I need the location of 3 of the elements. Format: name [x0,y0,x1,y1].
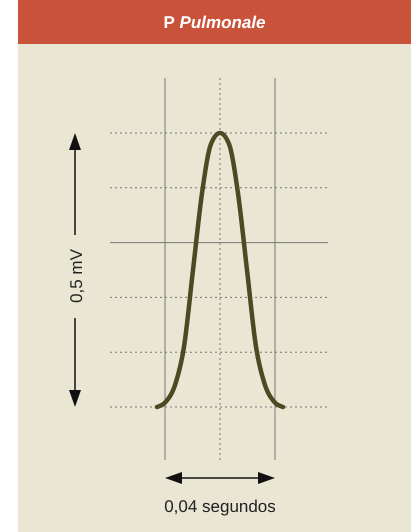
text: 0,04 segundos [164,497,276,516]
chart-title: P Pulmonale [163,13,266,32]
text: 0,5 mV [67,248,86,303]
